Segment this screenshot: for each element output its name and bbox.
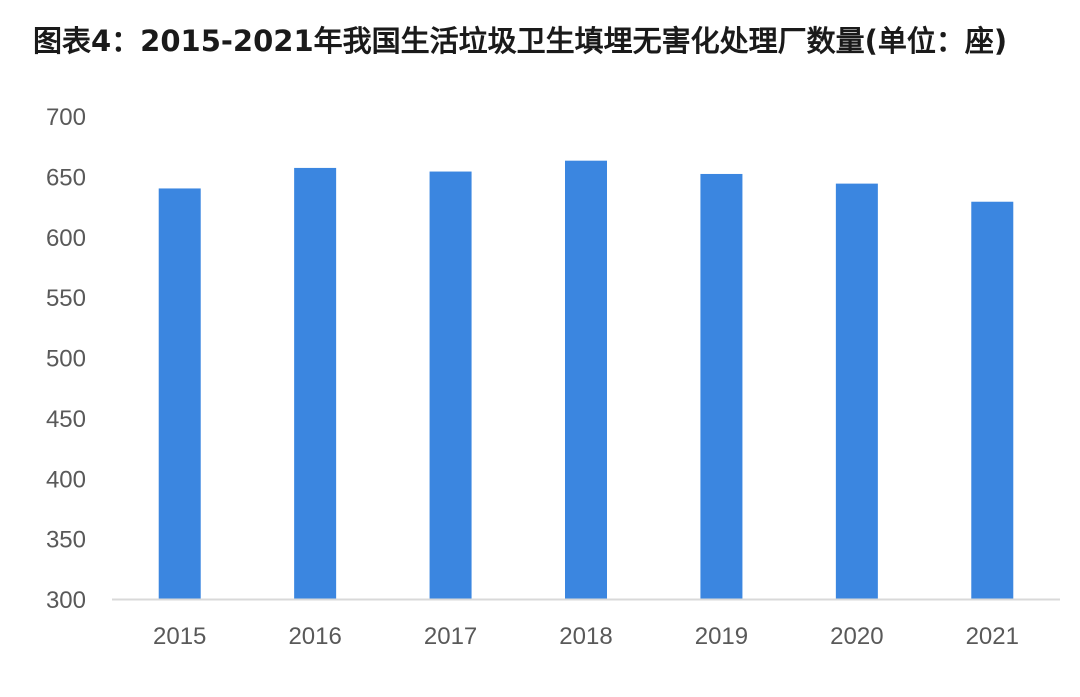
bar-2021 [971,201,1014,600]
y-tick-label: 350 [46,527,86,554]
x-tick-label: 2015 [153,623,206,650]
x-tick-label: 2020 [830,623,883,650]
bar-2020 [835,183,878,599]
y-tick-label: 600 [46,225,86,252]
x-tick-label: 2019 [695,623,748,650]
bar-2015 [158,188,201,599]
x-tick-label: 2017 [424,623,477,650]
chart-title: 图表4：2015-2021年我国生活垃圾卫生填埋无害化处理厂数量(单位：座) [33,24,1008,58]
x-tick-label: 2018 [559,623,612,650]
x-tick-label: 2021 [966,623,1019,650]
x-tick-label: 2016 [288,623,341,650]
y-tick-label: 450 [46,406,86,433]
y-tick-label: 700 [46,104,86,131]
bar-2019 [700,173,743,599]
y-tick-label: 400 [46,466,86,493]
y-tick-label: 550 [46,285,86,312]
bar-2016 [294,167,337,600]
bar-2018 [565,160,607,600]
y-tick-label: 300 [46,587,86,614]
y-tick-label: 650 [46,164,86,191]
bar-2017 [429,171,472,600]
y-tick-label: 500 [46,346,86,373]
